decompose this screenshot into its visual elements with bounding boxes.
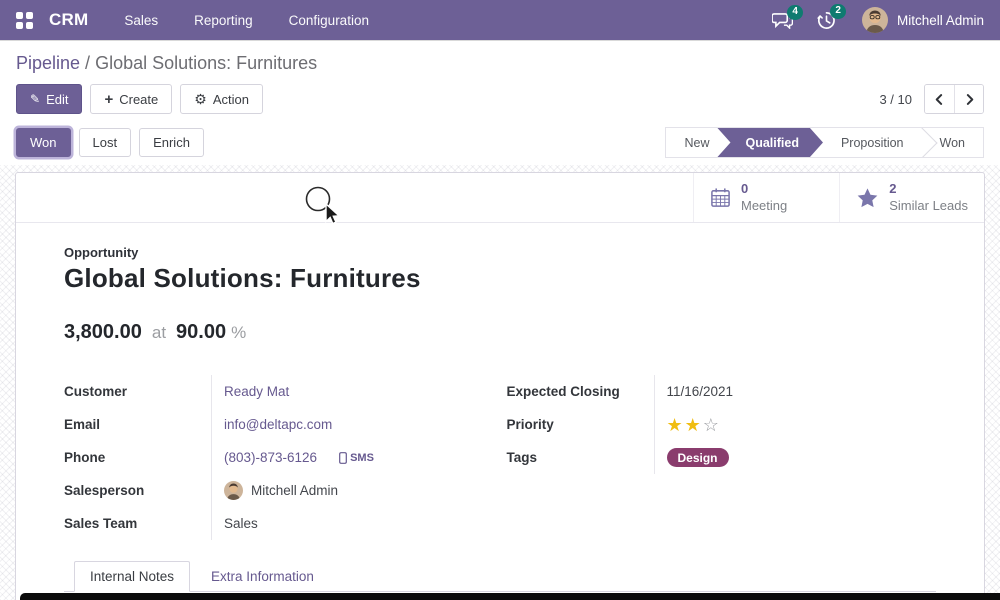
field-sales-team: Sales Team Sales xyxy=(64,507,494,540)
create-button[interactable]: + Create xyxy=(90,84,173,114)
meetings-stat-button[interactable]: 0 Meeting xyxy=(692,173,803,222)
pager-counter: 3 / 10 xyxy=(879,91,912,107)
field-expected-closing: Expected Closing 11/16/2021 xyxy=(507,375,937,408)
tab-extra-information[interactable]: Extra Information xyxy=(211,568,314,584)
app-name[interactable]: CRM xyxy=(49,10,89,29)
top-navbar: CRM Sales Reporting Configuration 4 2 xyxy=(0,0,1000,40)
record-type-label: Opportunity xyxy=(64,245,139,260)
breadcrumb: Pipeline / Global Solutions: Furnitures xyxy=(16,53,984,74)
enrich-button[interactable]: Enrich xyxy=(139,128,204,157)
field-tags: Tags Design xyxy=(507,441,937,474)
field-column-left: Customer Ready Mat Email info@deltapc.co… xyxy=(64,375,494,540)
expected-revenue: 3,800.00 xyxy=(64,321,142,343)
form-sheet: Opportunity Global Solutions: Furnitures… xyxy=(16,245,984,592)
sales-team-value[interactable]: Sales xyxy=(224,516,258,531)
stage-won[interactable]: Won xyxy=(939,135,965,150)
nav-menu-reporting[interactable]: Reporting xyxy=(194,12,253,28)
mark-lost-button[interactable]: Lost xyxy=(78,128,132,157)
messages-icon[interactable]: 4 xyxy=(771,4,803,29)
pager-next-button[interactable] xyxy=(954,85,983,113)
star-icon xyxy=(857,187,878,207)
customer-link[interactable]: Ready Mat xyxy=(224,384,290,399)
pencil-icon: ✎ xyxy=(30,92,41,106)
activities-icon[interactable]: 2 xyxy=(817,3,846,30)
messages-badge: 4 xyxy=(787,4,803,20)
user-name[interactable]: Mitchell Admin xyxy=(896,12,984,28)
mark-won-button[interactable]: Won xyxy=(16,128,71,157)
phone-link[interactable]: (803)-873-6126 xyxy=(224,450,318,465)
salesperson-avatar xyxy=(224,481,243,500)
mobile-phone-icon xyxy=(339,451,347,464)
notebook-tabs: Internal Notes Extra Information xyxy=(64,561,936,592)
opportunity-title: Global Solutions: Furnitures xyxy=(64,263,421,293)
stage-new[interactable]: New xyxy=(684,135,710,150)
opportunity-form-card: 0 Meeting 2 Similar Leads Opportunity Gl xyxy=(15,172,985,600)
meeting-count: 0 xyxy=(740,181,749,197)
tag-design[interactable]: Design xyxy=(666,448,729,467)
field-group: Customer Ready Mat Email info@deltapc.co… xyxy=(64,375,936,540)
expected-closing-value[interactable]: 11/16/2021 xyxy=(666,384,734,399)
calendar-icon xyxy=(711,188,730,207)
expected-revenue-row: 3,800.00 at 90.00 % xyxy=(64,321,936,344)
user-avatar[interactable] xyxy=(861,7,888,33)
gear-icon: ⚙ xyxy=(194,91,207,107)
apps-grid-icon[interactable] xyxy=(16,11,33,29)
similar-leads-stat-button[interactable]: 2 Similar Leads xyxy=(839,173,984,222)
salesperson-name[interactable]: Mitchell Admin xyxy=(251,483,339,498)
stage-proposition[interactable]: Proposition xyxy=(840,135,904,150)
percent-sign: % xyxy=(231,323,247,342)
similar-leads-label: Similar Leads xyxy=(889,197,968,213)
pager-previous-button[interactable] xyxy=(925,85,954,113)
sms-button[interactable]: SMS xyxy=(339,452,374,464)
action-menu-button[interactable]: ⚙ Action xyxy=(180,84,263,114)
control-panel: ✎ Edit + Create ⚙ Action 3 / 10 xyxy=(16,84,984,114)
at-label: at xyxy=(151,323,167,342)
breadcrumb-pipeline-link[interactable]: Pipeline xyxy=(16,53,81,73)
chevron-left-icon xyxy=(935,93,943,105)
stage-pipeline: New Qualified Proposition Won xyxy=(665,127,984,158)
meeting-label: Meeting xyxy=(740,197,788,213)
star-empty-icon: ☆ xyxy=(702,414,721,435)
similar-leads-count: 2 xyxy=(889,181,897,197)
field-customer: Customer Ready Mat xyxy=(64,375,494,408)
nav-menu-configuration[interactable]: Configuration xyxy=(288,12,369,28)
email-link[interactable]: info@deltapc.com xyxy=(224,417,333,432)
form-background: 0 Meeting 2 Similar Leads Opportunity Gl xyxy=(0,165,1000,600)
edit-button[interactable]: ✎ Edit xyxy=(16,84,83,114)
chevron-right-icon xyxy=(966,93,973,105)
field-phone: Phone (803)-873-6126 SMS xyxy=(64,441,494,474)
breadcrumb-current: Global Solutions: Furnitures xyxy=(95,53,318,73)
pager: 3 / 10 xyxy=(879,84,984,114)
priority-stars[interactable]: ★★☆ xyxy=(667,416,721,434)
field-email: Email info@deltapc.com xyxy=(64,408,494,441)
statusbar: Won Lost Enrich New Qualified Propositio… xyxy=(16,127,984,158)
field-priority: Priority ★★☆ xyxy=(507,408,937,441)
star-filled-icon: ★★ xyxy=(666,414,703,435)
field-column-right: Expected Closing 11/16/2021 Priority ★★☆… xyxy=(507,375,937,540)
stage-qualified-active[interactable]: Qualified xyxy=(717,128,822,157)
probability-value: 90.00 xyxy=(176,321,227,343)
stat-button-row: 0 Meeting 2 Similar Leads xyxy=(16,173,984,223)
nav-menu-sales[interactable]: Sales xyxy=(124,12,159,28)
field-salesperson: Salesperson Mitchell Admin xyxy=(64,474,494,507)
bottom-progress-bar xyxy=(20,593,1000,600)
tab-internal-notes[interactable]: Internal Notes xyxy=(74,561,191,592)
plus-icon: + xyxy=(104,90,114,108)
activities-badge: 2 xyxy=(830,3,846,19)
breadcrumb-separator: / xyxy=(80,53,96,73)
